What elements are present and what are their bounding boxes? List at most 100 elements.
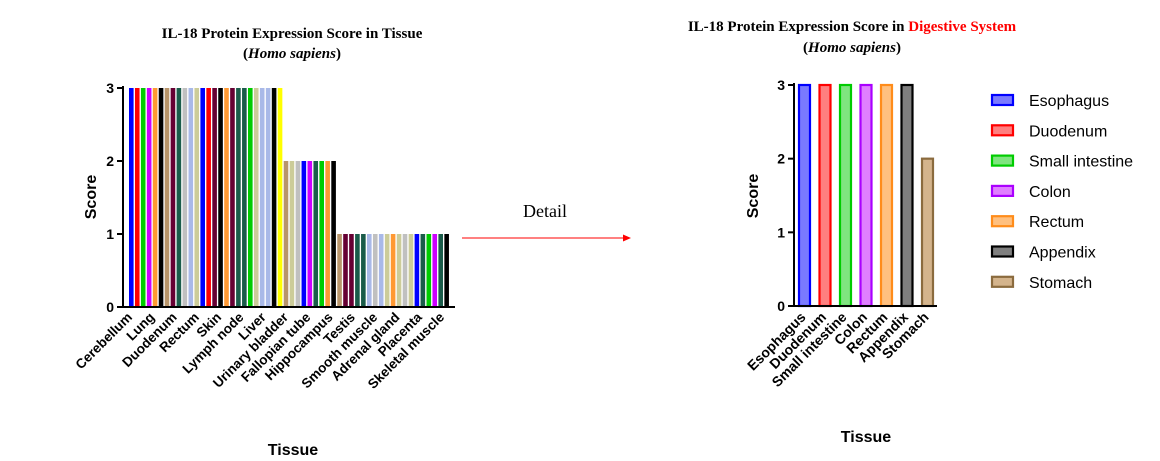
left-bar	[212, 88, 217, 307]
left-bar	[438, 234, 443, 307]
left-y-tick-label: 0	[106, 299, 114, 315]
left-y-ticks: 0 1 2 3	[106, 80, 123, 315]
left-bar	[283, 161, 289, 307]
left-bar	[242, 88, 247, 307]
left-bar	[200, 88, 205, 307]
legend-label: Esophagus	[1029, 93, 1109, 110]
left-bar	[325, 161, 330, 307]
legend-label: Rectum	[1029, 214, 1084, 231]
legend-swatch	[990, 93, 1015, 107]
right-y-axis-title: Score	[745, 174, 762, 219]
legend-swatch	[990, 184, 1015, 197]
right-bar	[797, 83, 812, 308]
right-legend: Esophagus Duodenum Small intestine Colon Rec…	[990, 93, 1133, 292]
left-chart-subtitle: (Homo sapiens)	[243, 46, 341, 62]
right-y-ticks: 0 1 2 3	[777, 77, 794, 314]
left-bar	[265, 88, 271, 307]
right-bar	[879, 83, 894, 308]
right-chart-subtitle: (Homo sapiens)	[803, 40, 901, 56]
left-bar	[307, 161, 313, 307]
legend-label: Appendix	[1029, 245, 1096, 262]
right-axes	[793, 83, 937, 307]
left-bar	[408, 234, 414, 307]
right-bar	[838, 83, 853, 308]
left-bar	[390, 234, 396, 307]
left-bar	[402, 234, 408, 307]
right-y-tick-label: 1	[777, 224, 785, 240]
left-bar	[355, 234, 360, 307]
right-chart-title: IL-18 Protein Expression Score in Digest…	[688, 19, 1017, 35]
left-bar	[253, 88, 259, 307]
left-bar	[367, 234, 372, 307]
left-bar	[337, 234, 342, 307]
left-bar	[224, 88, 229, 307]
left-bar	[129, 88, 134, 307]
left-y-tick-label: 1	[106, 226, 114, 242]
legend-swatch	[990, 124, 1015, 137]
left-bar	[444, 234, 449, 307]
right-bar	[818, 83, 832, 308]
left-bar	[230, 88, 235, 307]
left-y-tick-label: 3	[106, 80, 114, 96]
left-x-axis-title: Tissue	[268, 442, 319, 459]
right-bar	[859, 83, 873, 308]
left-y-axis-title: Score	[83, 175, 100, 220]
left-bar	[158, 88, 164, 307]
left-bar	[134, 88, 140, 307]
left-bar	[319, 161, 324, 307]
left-bar	[182, 88, 188, 307]
left-bar	[188, 88, 194, 307]
left-bar	[420, 234, 426, 307]
left-bar	[378, 234, 384, 307]
right-y-tick-label: 2	[777, 151, 785, 167]
left-bar	[146, 88, 152, 307]
left-bar	[361, 234, 366, 307]
legend-swatch	[990, 275, 1015, 288]
legend-swatch	[990, 154, 1015, 167]
right-x-axis-title: Tissue	[841, 429, 892, 446]
left-bar	[343, 234, 348, 307]
left-bar	[426, 234, 432, 307]
left-bar	[414, 234, 420, 307]
legend-swatch	[990, 245, 1015, 258]
left-bar	[384, 234, 390, 307]
right-bar	[900, 83, 914, 308]
detail-label: Detail	[523, 201, 567, 221]
left-bar	[277, 88, 283, 307]
left-bar	[396, 234, 402, 307]
legend-swatch	[990, 215, 1015, 228]
right-y-tick-label: 3	[777, 77, 785, 93]
right-bars	[797, 83, 935, 308]
left-bar	[432, 234, 438, 307]
left-bar	[164, 88, 170, 307]
detail-arrowhead	[623, 234, 631, 242]
left-bar	[259, 88, 265, 307]
left-bar	[206, 88, 211, 307]
left-bar	[289, 161, 295, 307]
left-bar	[194, 88, 200, 307]
left-bar	[140, 88, 146, 307]
left-y-tick-label: 2	[106, 153, 114, 169]
left-axes	[122, 86, 455, 308]
left-bar	[372, 234, 378, 307]
left-bar	[295, 161, 301, 307]
left-bar	[236, 88, 241, 307]
left-bar	[349, 234, 354, 307]
right-y-tick-label: 0	[777, 298, 785, 314]
right-bar	[920, 157, 935, 308]
left-bar	[313, 161, 319, 307]
legend-label: Duodenum	[1029, 123, 1107, 140]
left-bar	[152, 88, 158, 307]
legend-label: Colon	[1029, 184, 1071, 201]
left-bar	[248, 88, 253, 307]
left-bar	[301, 161, 307, 307]
left-bar	[271, 88, 277, 307]
legend-label: Stomach	[1029, 275, 1092, 292]
left-bar	[331, 161, 336, 307]
left-bar	[176, 88, 182, 307]
legend-label: Small intestine	[1029, 154, 1133, 171]
left-bar	[218, 88, 223, 307]
